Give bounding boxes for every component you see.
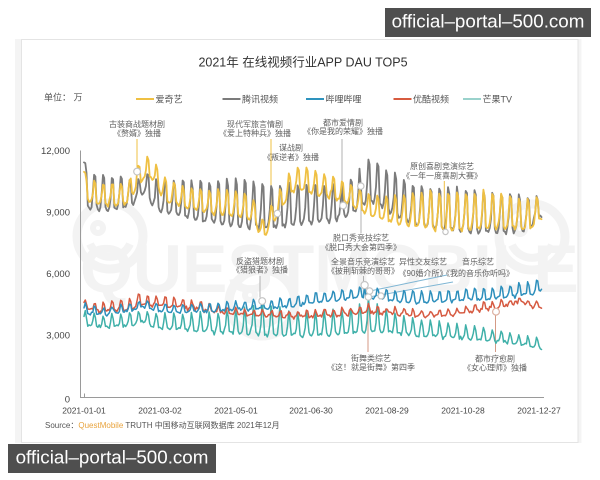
svg-text:脱口秀竞技综艺: 脱口秀竞技综艺: [333, 233, 389, 243]
svg-text:《猎狼者》独播: 《猎狼者》独播: [232, 265, 288, 275]
svg-text:《女心理师》独播: 《女心理师》独播: [463, 362, 527, 372]
svg-text:反盗猎题材剧: 反盗猎题材剧: [236, 256, 284, 266]
svg-text:单位： 万: 单位： 万: [44, 92, 83, 103]
svg-text:9,000: 9,000: [46, 208, 70, 219]
svg-text:《你是我的荣耀》独播: 《你是我的荣耀》独播: [303, 126, 383, 136]
svg-text:哔哩哔哩: 哔哩哔哩: [326, 95, 362, 105]
svg-text:3,000: 3,000: [46, 331, 70, 342]
svg-text:2021-01-01: 2021-01-01: [62, 406, 106, 416]
svg-text:official–portal–500.com: official–portal–500.com: [16, 447, 209, 468]
svg-text:《叛逆者》独播: 《叛逆者》独播: [263, 152, 319, 162]
svg-text:0: 0: [65, 395, 70, 406]
svg-text:2021-05-01: 2021-05-01: [214, 406, 258, 416]
svg-text:12,000: 12,000: [41, 146, 70, 157]
svg-text:2021-12-27: 2021-12-27: [517, 406, 561, 416]
svg-text:2021-03-02: 2021-03-02: [138, 406, 182, 416]
svg-text:《赘婿》独播: 《赘婿》独播: [113, 128, 161, 138]
svg-text:《脱口秀大会第四季》: 《脱口秀大会第四季》: [321, 242, 401, 252]
svg-text:谋战剧: 谋战剧: [279, 143, 303, 153]
svg-text:异性交友综艺: 异性交友综艺: [399, 257, 447, 267]
svg-text:6,000: 6,000: [46, 269, 70, 280]
svg-text:2021年 在线视频行业APP DAU TOP5: 2021年 在线视频行业APP DAU TOP5: [198, 55, 407, 70]
svg-text:2021-10-28: 2021-10-28: [441, 406, 485, 416]
svg-text:现代军旅言情剧: 现代军旅言情剧: [227, 119, 283, 129]
svg-text:全景音乐竞演综艺: 全景音乐竞演综艺: [331, 257, 395, 267]
svg-text:2021-06-30: 2021-06-30: [289, 406, 333, 416]
svg-text:《爱上特种兵》独播: 《爱上特种兵》独播: [219, 128, 291, 138]
svg-text:2021-08-29: 2021-08-29: [365, 406, 409, 416]
svg-text:《一年一度喜剧大赛》: 《一年一度喜剧大赛》: [402, 170, 482, 180]
svg-text:优酷视频: 优酷视频: [413, 94, 449, 105]
svg-text:official–portal–500.com: official–portal–500.com: [392, 11, 585, 32]
svg-text:《我的音乐你听吗》: 《我的音乐你听吗》: [442, 268, 514, 278]
svg-text:音乐综艺: 音乐综艺: [462, 257, 494, 267]
svg-text:芒果TV: 芒果TV: [483, 94, 513, 105]
svg-text:《披荆斩棘的哥哥》: 《披荆斩棘的哥哥》: [327, 265, 399, 275]
svg-text:原创喜剧竞演综艺: 原创喜剧竞演综艺: [410, 161, 474, 171]
svg-text:古装商战题材剧: 古装商战题材剧: [109, 119, 165, 129]
svg-text:爱奇艺: 爱奇艺: [156, 94, 183, 105]
svg-text:都市疗愈剧: 都市疗愈剧: [475, 353, 515, 363]
svg-text:街舞类综艺: 街舞类综艺: [351, 353, 391, 363]
svg-text:《90婚介所》: 《90婚介所》: [399, 268, 448, 278]
svg-text:腾讯视频: 腾讯视频: [242, 94, 278, 105]
svg-text:都市爱情剧: 都市爱情剧: [323, 118, 363, 128]
svg-text:Source：QuestMobile TRUTH 中国移动互: Source：QuestMobile TRUTH 中国移动互联网数据库 2021…: [45, 420, 280, 430]
svg-text:《这！就是街舞》第四季: 《这！就是街舞》第四季: [327, 362, 415, 372]
